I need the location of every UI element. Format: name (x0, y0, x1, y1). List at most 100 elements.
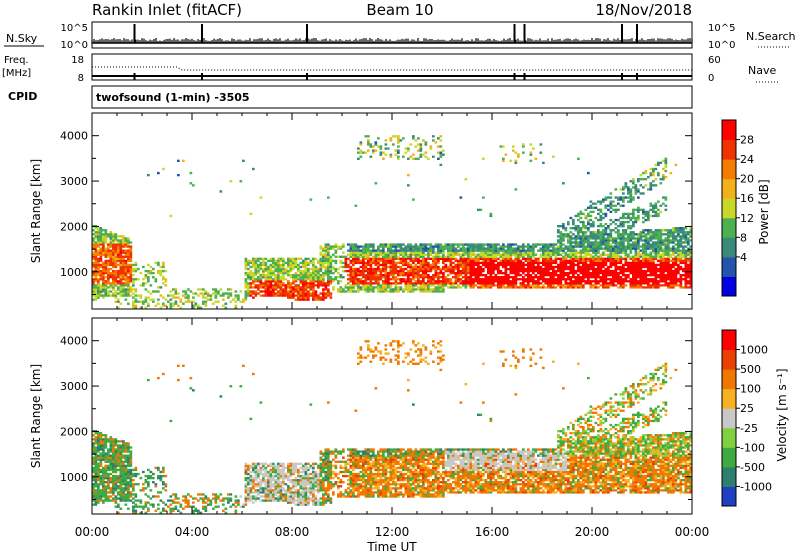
power-cell (652, 237, 655, 240)
power-cell (272, 273, 275, 277)
power-cell (627, 255, 630, 258)
velocity-cell (107, 456, 110, 459)
power-cell (579, 243, 583, 246)
power-cell (662, 202, 665, 205)
power-cell (644, 171, 648, 175)
power-cell (587, 259, 590, 263)
velocity-cell (97, 464, 100, 468)
power-cell (489, 280, 493, 283)
power-cell (667, 276, 670, 279)
power-cell (632, 233, 635, 236)
power-cell (347, 249, 350, 252)
power-cell (94, 286, 98, 289)
power-cell (599, 241, 603, 244)
power-cell (627, 269, 630, 273)
power-cell (592, 267, 595, 271)
power-cell (619, 265, 623, 269)
power-cell (592, 276, 595, 279)
power-cell (437, 267, 440, 271)
power-cell (392, 259, 395, 263)
power-cell (404, 284, 408, 287)
power-cell (457, 269, 460, 273)
power-cell (594, 243, 598, 246)
power-cell (399, 271, 403, 275)
power-cell (567, 249, 570, 252)
power-cell (289, 265, 293, 269)
power-cell (604, 271, 608, 275)
power-cell (269, 259, 273, 263)
power-cell (489, 269, 493, 273)
power-cell (144, 300, 148, 303)
power-cell (479, 282, 483, 285)
power-cell (379, 278, 383, 281)
power-cell (214, 288, 218, 291)
power-cell (489, 257, 493, 260)
power-cell (474, 257, 478, 260)
power-cell (587, 249, 590, 252)
velocity-cell (109, 499, 113, 502)
power-cell (567, 259, 570, 263)
power-cell (347, 253, 350, 256)
power-cell (264, 288, 268, 291)
power-cell (379, 286, 383, 289)
power-cell (364, 243, 368, 246)
power-cell (104, 237, 108, 240)
power-cell (177, 159, 180, 162)
power-cell (442, 267, 445, 271)
power-cell (494, 273, 498, 277)
power-cell (454, 286, 458, 289)
power-cell (374, 149, 378, 152)
power-cell (169, 294, 173, 297)
power-cell (117, 243, 120, 246)
power-cell (522, 271, 525, 275)
power-cell (94, 280, 98, 283)
power-cell (572, 273, 575, 277)
power-cell (407, 257, 410, 260)
power-cell (589, 210, 593, 214)
power-cell (552, 273, 555, 277)
power-cell (159, 273, 163, 277)
power-cell (562, 239, 565, 242)
power-cell (122, 284, 125, 287)
power-cell (359, 288, 363, 291)
power-cell (427, 273, 430, 277)
power-cell (664, 169, 668, 173)
power-cell (374, 286, 378, 289)
power-cell (307, 267, 310, 271)
velocity-cell (92, 470, 95, 474)
power-cell (467, 267, 470, 271)
power-cell (182, 294, 185, 297)
power-cell (159, 294, 163, 297)
power-cell (114, 245, 118, 248)
power-cell (537, 282, 540, 285)
power-cell (247, 286, 250, 289)
power-cell (234, 300, 238, 303)
power-cell (392, 273, 395, 277)
power-cell (97, 237, 100, 240)
power-cell (619, 241, 623, 244)
power-cell (612, 239, 615, 242)
power-cell (599, 263, 603, 267)
power-cell (684, 249, 688, 252)
power-cell (404, 267, 408, 271)
power-cell (472, 273, 475, 277)
power-cell (259, 290, 263, 293)
power-cell (327, 259, 330, 263)
power-cell (367, 271, 370, 275)
power-cell (492, 271, 495, 275)
power-cell (307, 263, 310, 267)
power-cell (519, 249, 523, 252)
power-cell (107, 259, 110, 263)
power-cell (484, 247, 488, 250)
power-cell (494, 284, 498, 287)
power-cell (362, 245, 365, 248)
power-cell (169, 298, 173, 301)
power-cell (437, 145, 440, 148)
power-cell (639, 271, 643, 275)
power-cell (549, 257, 553, 260)
power-cell (319, 276, 323, 279)
velocity-cell (94, 481, 98, 484)
power-cell (129, 263, 133, 267)
velocity-cell (102, 487, 105, 490)
power-cell (647, 229, 650, 232)
